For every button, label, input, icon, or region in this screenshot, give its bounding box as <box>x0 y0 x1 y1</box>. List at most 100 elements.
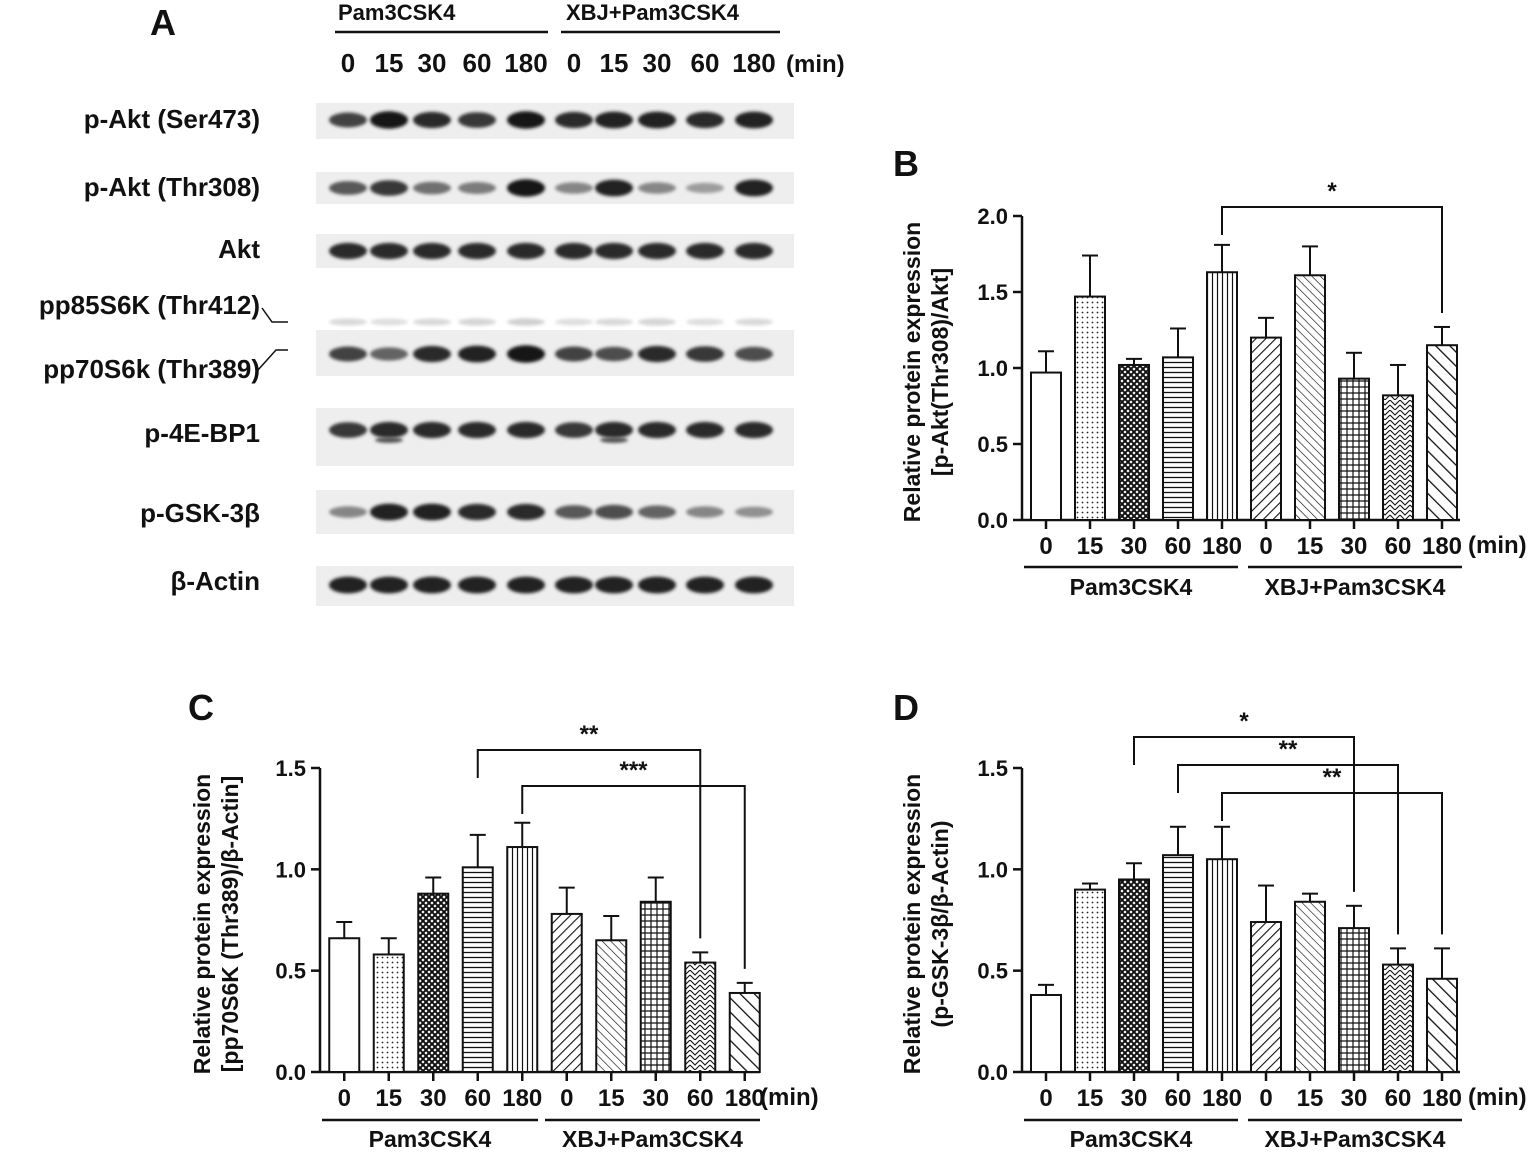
significance-label: * <box>1239 708 1249 735</box>
group-label-pam: Pam3CSK4 <box>369 1126 492 1152</box>
blot-time-label: 60 <box>463 48 492 78</box>
blot-band <box>735 318 773 326</box>
bar <box>1426 344 1458 522</box>
bar <box>639 900 672 1074</box>
y-tick-label: 1.0 <box>977 857 1008 882</box>
bar <box>550 912 583 1073</box>
blot-band <box>595 179 633 197</box>
blot-band <box>638 576 676 594</box>
blot-band <box>735 242 773 260</box>
x-tick-label: 30 <box>1121 1085 1148 1112</box>
x-tick-label: 60 <box>687 1085 714 1112</box>
blot-band <box>413 111 451 129</box>
blot-band <box>555 318 593 326</box>
y-tick-label: 0.0 <box>275 1060 306 1085</box>
x-unit-label: (min) <box>760 1084 819 1111</box>
blot-band <box>413 576 451 594</box>
blot-band <box>686 506 724 518</box>
significance-label: ** <box>1279 736 1298 763</box>
blot-band <box>458 503 496 521</box>
blot-band <box>735 111 773 129</box>
y-axis-label-line2: (p-GSK-3β/β-Actin) <box>927 821 953 1028</box>
x-tick-label: 15 <box>1297 533 1324 560</box>
blot-band <box>329 318 367 326</box>
bar <box>1162 356 1194 521</box>
blot-band <box>555 422 593 438</box>
blot-time-label: 60 <box>691 48 720 78</box>
blot-panel: A Pam3CSK4 XBJ+Pam3CSK4 0 15 30 60 180 0 15 30 6… <box>39 0 845 606</box>
x-tick-label: 180 <box>1202 533 1242 560</box>
bar <box>461 866 494 1073</box>
bar <box>1118 363 1150 521</box>
y-axis-label-line1: Relative protein expression <box>899 774 925 1074</box>
blot-band <box>595 111 633 129</box>
bar <box>1426 977 1458 1073</box>
blot-row-label: p-Akt (Thr308) <box>84 172 260 202</box>
y-tick-label: 0.5 <box>275 959 306 984</box>
blot-band <box>686 182 724 194</box>
blot-band <box>507 503 545 521</box>
blot-row-label: β-Actin <box>170 566 260 596</box>
x-tick-label: 0 <box>1259 1085 1272 1112</box>
x-tick-label: 180 <box>725 1085 765 1112</box>
blot-band <box>595 421 633 439</box>
x-tick-label: 0 <box>338 1085 351 1112</box>
bar <box>1206 858 1238 1074</box>
s6k-bracket-top <box>261 307 288 323</box>
blot-band <box>638 111 676 129</box>
blot-time-label: 15 <box>600 48 629 78</box>
bar <box>1250 921 1282 1073</box>
blot-row-label: pp70S6k (Thr389) <box>43 354 260 384</box>
blot-band <box>686 242 724 260</box>
bar <box>1162 854 1194 1073</box>
bar <box>1074 888 1106 1073</box>
blot-band <box>735 421 773 439</box>
y-tick-label: 0.0 <box>977 508 1008 533</box>
blot-band <box>555 346 593 362</box>
y-axis-label-line2: [pp70S6K (Thr389)/β-Actin] <box>217 776 243 1072</box>
blot-band <box>507 318 545 326</box>
blot-band <box>329 112 367 128</box>
blot-band <box>595 346 633 362</box>
blot-band <box>413 421 451 439</box>
group-label-xbj: XBJ+Pam3CSK4 <box>562 1126 743 1152</box>
x-tick-label: 30 <box>642 1085 669 1112</box>
x-tick-label: 60 <box>1385 1085 1412 1112</box>
blot-band <box>458 112 496 128</box>
significance-label: ** <box>1323 764 1342 791</box>
blot-band <box>329 506 367 518</box>
significance-bracket <box>521 785 746 969</box>
blot-time-label: 180 <box>504 48 547 78</box>
y-tick-label: 1.0 <box>275 857 306 882</box>
blot-band <box>555 576 593 594</box>
blot-band <box>370 503 408 521</box>
significance-bracket <box>476 749 702 939</box>
bar <box>328 937 361 1073</box>
blot-band <box>555 242 593 260</box>
bar <box>684 961 717 1073</box>
s6k-bracket-bottom <box>257 349 288 371</box>
blot-band <box>507 421 545 439</box>
x-unit-label: (min) <box>1468 1084 1527 1111</box>
blot-band <box>507 179 545 197</box>
panel-title: C <box>188 687 214 728</box>
x-tick-label: 30 <box>1341 533 1368 560</box>
blot-rows: p-Akt (Ser473) p-Akt (Thr308) Akt pp85S6K (… <box>39 103 794 606</box>
bar <box>1338 927 1370 1074</box>
blot-band-secondary <box>600 437 628 443</box>
x-tick-label: 0 <box>560 1085 573 1112</box>
y-tick-label: 0.5 <box>977 959 1008 984</box>
blot-band <box>638 505 676 519</box>
blot-row-label: Akt <box>218 234 260 264</box>
y-axis-label: Relative protein expression (p-GSK-3β/β-A… <box>899 774 953 1074</box>
blot-band <box>370 242 408 260</box>
panel-title: B <box>893 143 919 184</box>
blot-band <box>458 421 496 439</box>
bar <box>372 953 405 1073</box>
blot-band <box>370 576 408 594</box>
panel-label-a: A <box>150 2 176 43</box>
blot-band <box>507 242 545 260</box>
blot-band <box>686 346 724 362</box>
bar <box>1250 336 1282 521</box>
x-tick-label: 180 <box>502 1085 542 1112</box>
